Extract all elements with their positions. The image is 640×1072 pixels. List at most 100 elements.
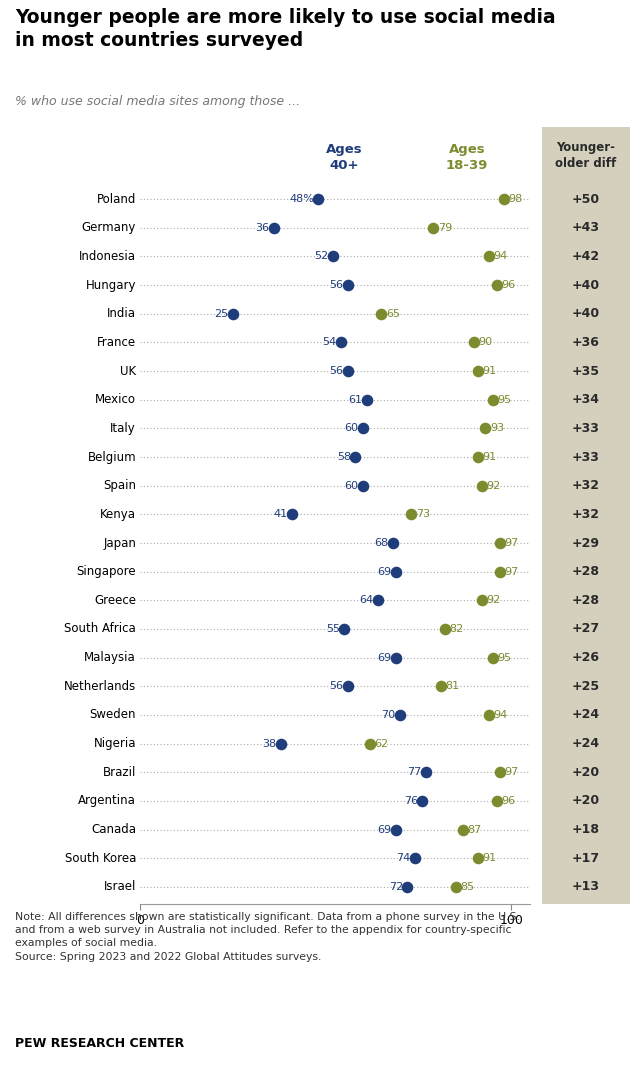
Text: 54: 54 [322, 338, 336, 347]
Text: Poland: Poland [97, 193, 136, 206]
Text: Mexico: Mexico [95, 393, 136, 406]
Point [484, 248, 494, 265]
Text: 97: 97 [505, 538, 519, 548]
Text: +20: +20 [572, 794, 600, 807]
Text: 52: 52 [315, 252, 329, 262]
Text: 58: 58 [337, 452, 351, 462]
Text: +26: +26 [572, 651, 600, 664]
Text: Nigeria: Nigeria [93, 738, 136, 750]
Text: 97: 97 [505, 567, 519, 577]
Text: 60: 60 [344, 423, 358, 433]
Point [372, 592, 383, 609]
Point [492, 792, 502, 809]
Text: Note: All differences shown are statistically significant. Data from a phone sur: Note: All differences shown are statisti… [15, 912, 520, 962]
Text: 77: 77 [407, 768, 422, 777]
Point [313, 191, 323, 208]
Text: Belgium: Belgium [88, 450, 136, 463]
Text: 38: 38 [262, 739, 276, 748]
Text: Germany: Germany [82, 221, 136, 235]
Point [335, 333, 346, 351]
Point [477, 477, 487, 494]
Point [403, 878, 413, 895]
Text: 56: 56 [330, 280, 344, 291]
Text: 87: 87 [468, 824, 482, 834]
Point [395, 706, 405, 724]
Text: +50: +50 [572, 193, 600, 206]
Point [228, 306, 238, 323]
Text: +32: +32 [572, 508, 600, 521]
Text: Ages
40+: Ages 40+ [326, 143, 363, 172]
Text: 95: 95 [497, 394, 511, 405]
Text: 72: 72 [388, 882, 403, 892]
Point [391, 649, 401, 666]
Text: 56: 56 [330, 367, 344, 376]
Text: Greece: Greece [94, 594, 136, 607]
Text: +20: +20 [572, 765, 600, 778]
Text: 92: 92 [486, 595, 500, 606]
Text: +24: +24 [572, 709, 600, 721]
Text: Younger-
older diff: Younger- older diff [556, 142, 616, 170]
Text: PEW RESEARCH CENTER: PEW RESEARCH CENTER [15, 1037, 184, 1049]
Text: +17: +17 [572, 851, 600, 865]
Point [343, 678, 353, 695]
Text: Sweden: Sweden [90, 709, 136, 721]
Point [428, 220, 438, 237]
Point [458, 821, 468, 838]
Text: +28: +28 [572, 565, 600, 578]
Text: 73: 73 [415, 509, 429, 519]
Point [391, 563, 401, 580]
Text: 79: 79 [438, 223, 452, 233]
Point [480, 420, 490, 437]
Text: 76: 76 [404, 795, 418, 806]
Text: 25: 25 [214, 309, 228, 318]
Text: 41: 41 [274, 509, 288, 519]
Text: Ages
18-39: Ages 18-39 [445, 143, 488, 172]
Point [358, 420, 368, 437]
Text: +32: +32 [572, 479, 600, 492]
Text: +42: +42 [572, 250, 600, 263]
Text: 93: 93 [490, 423, 504, 433]
Text: India: India [107, 308, 136, 321]
Text: +40: +40 [572, 279, 600, 292]
Text: 81: 81 [445, 681, 460, 691]
Text: 94: 94 [493, 252, 508, 262]
Point [391, 821, 401, 838]
Text: 56: 56 [330, 681, 344, 691]
Text: +18: +18 [572, 823, 600, 836]
Text: Younger people are more likely to use social media
in most countries surveyed: Younger people are more likely to use so… [15, 8, 556, 49]
Text: 94: 94 [493, 710, 508, 720]
Text: 70: 70 [381, 710, 396, 720]
Text: +24: +24 [572, 738, 600, 750]
Point [350, 448, 360, 465]
Point [495, 563, 506, 580]
Point [440, 621, 450, 638]
Point [484, 706, 494, 724]
Text: 36: 36 [255, 223, 269, 233]
Point [488, 391, 498, 408]
Text: Israel: Israel [104, 880, 136, 893]
Text: +33: +33 [572, 422, 600, 435]
Text: +40: +40 [572, 308, 600, 321]
Point [436, 678, 446, 695]
Point [473, 362, 483, 379]
Text: 82: 82 [449, 624, 463, 634]
Text: 68: 68 [374, 538, 388, 548]
Text: Spain: Spain [103, 479, 136, 492]
Text: 96: 96 [501, 280, 515, 291]
Text: 65: 65 [386, 309, 400, 318]
Point [358, 477, 368, 494]
Point [451, 878, 461, 895]
Text: Italy: Italy [110, 422, 136, 435]
Text: +34: +34 [572, 393, 600, 406]
Point [406, 506, 416, 523]
Text: South Africa: South Africa [65, 623, 136, 636]
Text: Malaysia: Malaysia [84, 651, 136, 664]
Text: UK: UK [120, 364, 136, 377]
Text: Singapore: Singapore [76, 565, 136, 578]
Text: Indonesia: Indonesia [79, 250, 136, 263]
Text: South Korea: South Korea [65, 851, 136, 865]
Text: +33: +33 [572, 450, 600, 463]
Text: 74: 74 [396, 853, 410, 863]
Text: Canada: Canada [91, 823, 136, 836]
Point [495, 535, 506, 552]
